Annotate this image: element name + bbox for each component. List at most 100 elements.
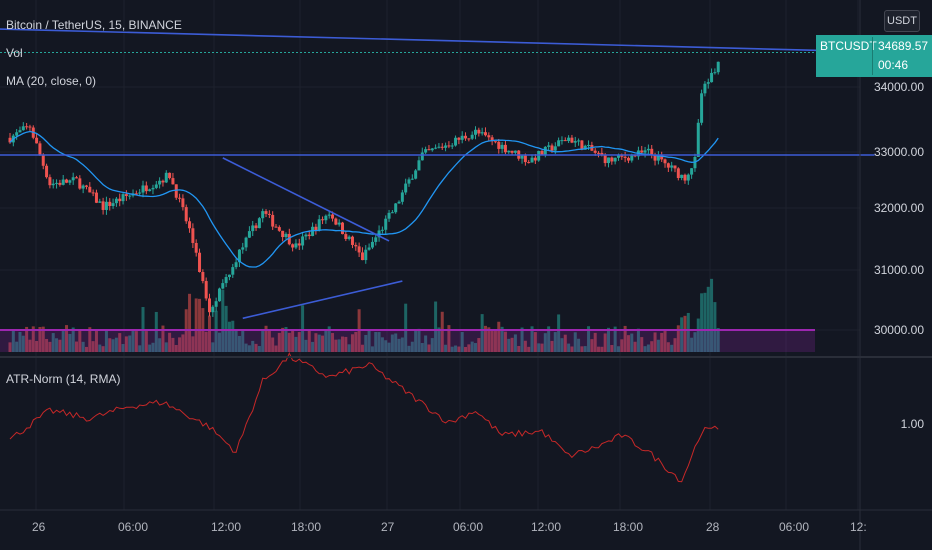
price-tick: 31000.00 — [873, 263, 924, 277]
volume-bar — [101, 346, 105, 352]
vol-label[interactable]: Vol — [6, 46, 23, 60]
volume-bar — [507, 338, 511, 352]
volume-bar — [227, 321, 231, 352]
volume-bar — [168, 332, 172, 352]
volume-bar — [208, 315, 211, 352]
volume-bar — [513, 334, 517, 352]
volume-bar — [670, 344, 674, 352]
volume-bar — [653, 332, 657, 352]
badge-countdown: 00:46 — [878, 58, 909, 72]
candle-body — [510, 150, 514, 153]
time-tick: 18:00 — [613, 520, 644, 534]
candle-body — [474, 129, 477, 135]
candle-body — [108, 201, 112, 207]
volume-bar — [35, 340, 39, 352]
currency-button[interactable]: USDT — [884, 10, 920, 32]
candle-body — [251, 225, 255, 232]
volume-bar — [530, 326, 534, 352]
volume-bar — [287, 332, 291, 352]
candle-body — [8, 137, 12, 143]
candle-body — [101, 201, 105, 210]
atr-label[interactable]: ATR-Norm (14, RMA) — [6, 372, 121, 386]
volume-bar — [257, 346, 261, 352]
volume-bar — [404, 303, 408, 352]
candle-body — [703, 83, 707, 94]
volume-bar — [527, 346, 531, 352]
candle-body — [191, 228, 195, 243]
candle-body — [530, 157, 534, 163]
volume-bar — [510, 337, 514, 352]
candle-body — [337, 222, 341, 225]
volume-bar — [560, 338, 564, 352]
candle-body — [284, 233, 288, 238]
volume-bar — [460, 331, 464, 352]
volume-bar — [636, 328, 640, 352]
volume-bar — [274, 345, 278, 352]
candle-body — [430, 148, 434, 151]
candle-body — [254, 225, 258, 229]
volume-bar — [264, 325, 268, 352]
candle-body — [45, 165, 49, 178]
volume-bar — [626, 335, 630, 352]
volume-bar — [387, 342, 391, 352]
atr-line — [9, 351, 719, 483]
volume-bar — [148, 344, 152, 352]
candle-body — [354, 244, 358, 247]
volume-bar — [434, 301, 438, 352]
volume-bar — [450, 346, 454, 352]
candle-body — [104, 201, 108, 210]
volume-bar — [630, 333, 634, 352]
candle-body — [427, 149, 431, 151]
candle-body — [493, 141, 497, 143]
volume-bar — [281, 327, 285, 352]
volume-bar — [567, 343, 571, 352]
candle-body — [380, 229, 384, 231]
candle-body — [444, 145, 448, 148]
candle-body — [656, 155, 660, 161]
time-tick: 18:00 — [291, 520, 322, 534]
volume-bar — [686, 312, 690, 352]
candle-body — [128, 195, 132, 197]
candle-body — [653, 155, 657, 161]
volume-bar — [633, 341, 637, 352]
trendlines[interactable] — [0, 28, 875, 320]
volume-bar — [121, 344, 125, 352]
candle-body — [570, 137, 574, 143]
candle-body — [71, 177, 75, 181]
symbol-title[interactable]: Bitcoin / TetherUS, 15, BINANCE — [6, 18, 182, 32]
candle-body — [121, 194, 125, 202]
candle-body — [360, 252, 364, 261]
volume-bar — [523, 340, 527, 352]
candle-body — [148, 189, 152, 192]
candle-body — [267, 213, 271, 215]
volume-bar — [517, 346, 521, 352]
candle-body — [676, 168, 680, 179]
volume-bar — [48, 341, 52, 352]
volume-bar — [570, 346, 574, 352]
volume-bar — [666, 342, 670, 352]
volume-bar — [161, 325, 165, 352]
candle-body — [394, 203, 398, 213]
candle-body — [277, 227, 281, 231]
volume-bar — [68, 333, 72, 352]
candle-body — [523, 155, 527, 163]
candle-body — [227, 274, 231, 278]
volume-bar — [474, 343, 477, 352]
candle-body — [344, 234, 348, 239]
volume-bar — [247, 345, 251, 352]
volume-bar — [407, 345, 411, 352]
ma-label[interactable]: MA (20, close, 0) — [6, 74, 97, 88]
volume-bar — [447, 325, 451, 352]
volume-bar — [311, 341, 315, 352]
candle-body — [673, 165, 677, 169]
volume-bar — [360, 344, 364, 352]
badge-divider — [872, 37, 873, 75]
volume-bar — [583, 346, 587, 352]
candle-body — [234, 262, 238, 268]
volume-bar — [158, 338, 162, 352]
candle-body — [347, 236, 351, 239]
candle-body — [357, 246, 361, 253]
volume-bar — [414, 330, 418, 352]
candle-body — [640, 150, 644, 153]
